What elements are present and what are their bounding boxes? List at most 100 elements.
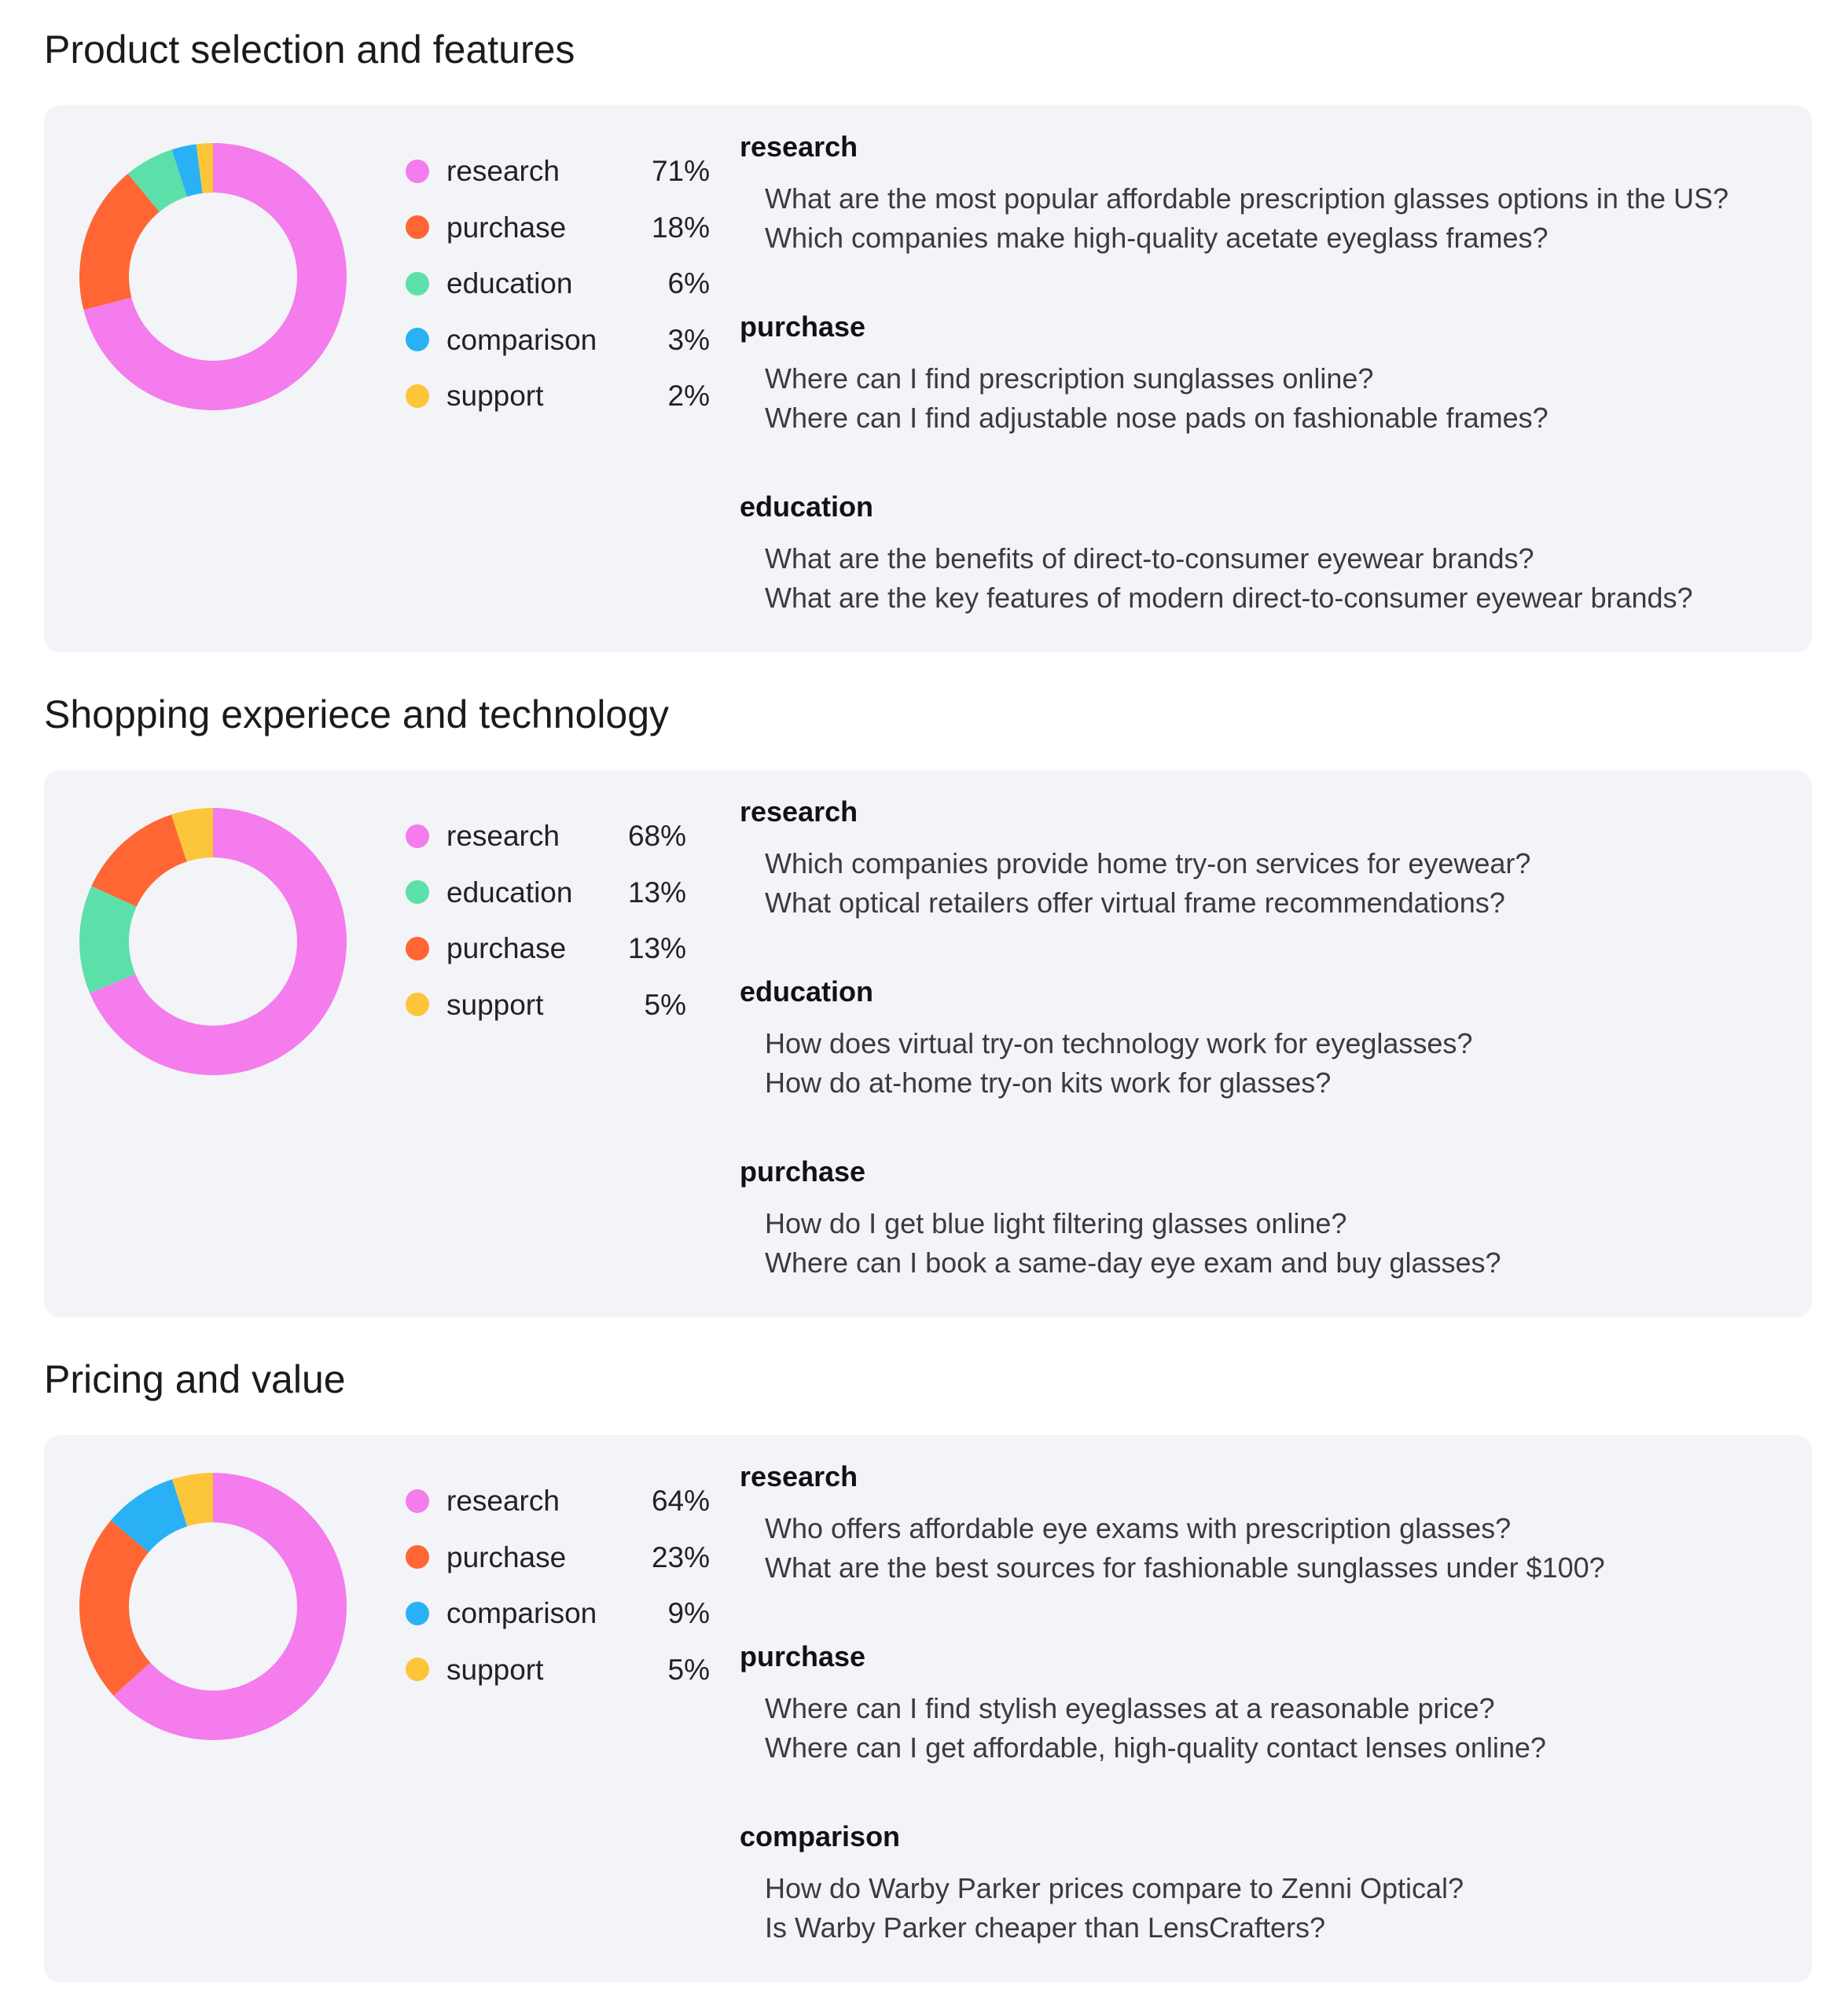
legend-dot-icon: [406, 159, 429, 183]
question-item[interactable]: What optical retailers offer virtual fra…: [765, 887, 1505, 919]
legend-label: purchase: [446, 211, 567, 244]
question-item[interactable]: How does virtual try-on technology work …: [765, 1027, 1473, 1059]
chart-legend: research 71% purchase 18% education 6% compari…: [390, 143, 710, 424]
legend-item-support: support 5%: [390, 977, 686, 1034]
group-title: education: [740, 975, 874, 1008]
donut-chart: [79, 143, 347, 410]
legend-percentage: 9%: [667, 1597, 710, 1629]
question-item[interactable]: Who offers affordable eye exams with pre…: [765, 1512, 1512, 1544]
legend-label: comparison: [446, 323, 597, 356]
legend-label: purchase: [446, 932, 567, 964]
legend-label: research: [446, 155, 560, 187]
donut-slice-comparison[interactable]: [110, 1479, 188, 1553]
legend-label: support: [446, 988, 544, 1021]
legend-item-education: education 13%: [390, 865, 686, 921]
question-item[interactable]: What are the key features of modern dire…: [765, 582, 1693, 614]
legend-label: comparison: [446, 1597, 597, 1629]
donut-chart: [79, 1473, 347, 1740]
legend-percentage: 13%: [627, 932, 686, 964]
question-item[interactable]: Where can I find stylish eyeglasses at a…: [765, 1692, 1495, 1724]
donut-slice-purchase[interactable]: [91, 814, 187, 907]
group-title: purchase: [740, 1640, 866, 1672]
legend-label: support: [446, 1653, 544, 1686]
group-title: education: [740, 490, 874, 523]
question-item[interactable]: Which companies provide home try-on serv…: [765, 847, 1531, 879]
group-title: research: [740, 795, 858, 828]
section-title: Shopping experiece and technology: [44, 692, 670, 736]
question-item[interactable]: Where can I find adjustable nose pads on…: [765, 402, 1549, 434]
question-group-education: education How does virtual try-on technol…: [740, 972, 1793, 1152]
legend-item-comparison: comparison 3%: [390, 312, 710, 369]
legend-percentage: 71%: [651, 155, 710, 187]
legend-label: education: [446, 876, 573, 909]
question-item[interactable]: What are the benefits of direct-to-consu…: [765, 542, 1534, 575]
donut-slice-purchase[interactable]: [79, 1520, 151, 1696]
question-item[interactable]: Where can I find prescription sunglasses…: [765, 362, 1374, 395]
section-2: Pricing and value research 64% purchase 23% c…: [0, 1330, 1848, 1990]
legend-item-education: education 6%: [390, 255, 710, 312]
legend-item-research: research 71%: [390, 143, 710, 200]
legend-dot-icon: [406, 328, 429, 352]
donut-slice-research[interactable]: [90, 808, 347, 1075]
question-item[interactable]: Is Warby Parker cheaper than LensCrafter…: [765, 1911, 1325, 1944]
section-title: Product selection and features: [44, 28, 575, 72]
donut-chart: [79, 808, 347, 1075]
question-groups: research Who offers affordable eye exams …: [740, 1457, 1793, 1997]
section-1: Shopping experiece and technology researc…: [0, 665, 1848, 1325]
donut-slice-support[interactable]: [171, 1473, 213, 1527]
legend-dot-icon: [406, 1489, 429, 1513]
legend-dot-icon: [406, 215, 429, 240]
donut-slice-comparison[interactable]: [171, 144, 203, 197]
group-title: purchase: [740, 310, 866, 343]
legend-percentage: 64%: [651, 1485, 710, 1517]
legend-item-comparison: comparison 9%: [390, 1585, 710, 1642]
legend-dot-icon: [406, 384, 429, 408]
donut-slice-research[interactable]: [83, 143, 347, 410]
question-item[interactable]: What are the best sources for fashionabl…: [765, 1551, 1605, 1584]
question-group-comparison: comparison How do Warby Parker prices com…: [740, 1817, 1793, 1997]
legend-dot-icon: [406, 1545, 429, 1570]
question-group-purchase: purchase How do I get blue light filterin…: [740, 1152, 1793, 1332]
legend-label: research: [446, 1485, 560, 1517]
group-title: purchase: [740, 1155, 866, 1188]
question-item[interactable]: How do Warby Parker prices compare to Ze…: [765, 1872, 1464, 1904]
question-item[interactable]: How do at-home try-on kits work for glas…: [765, 1067, 1332, 1099]
question-group-purchase: purchase Where can I find prescription su…: [740, 307, 1793, 487]
legend-label: purchase: [446, 1540, 567, 1573]
legend-percentage: 18%: [651, 211, 710, 244]
donut-slice-support[interactable]: [196, 143, 213, 193]
donut-slice-research[interactable]: [113, 1473, 347, 1740]
chart-legend: research 64% purchase 23% comparison 9% suppor…: [390, 1473, 710, 1698]
legend-label: education: [446, 267, 573, 299]
legend-dot-icon: [406, 993, 429, 1017]
question-item[interactable]: Which companies make high-quality acetat…: [765, 222, 1549, 254]
legend-item-purchase: purchase 18%: [390, 200, 710, 256]
donut-slice-education[interactable]: [79, 886, 137, 993]
donut-slice-education[interactable]: [127, 149, 187, 212]
legend-item-support: support 2%: [390, 368, 710, 424]
legend-label: research: [446, 820, 560, 852]
question-item[interactable]: Where can I book a same-day eye exam and…: [765, 1246, 1501, 1279]
section-card: research 64% purchase 23% comparison 9% suppor…: [44, 1435, 1812, 1982]
question-item[interactable]: How do I get blue light filtering glasse…: [765, 1207, 1347, 1239]
legend-dot-icon: [406, 936, 429, 960]
group-title: comparison: [740, 1820, 901, 1852]
legend-percentage: 68%: [627, 820, 686, 852]
legend-percentage: 13%: [627, 876, 686, 909]
question-item[interactable]: What are the most popular affordable pre…: [765, 182, 1729, 215]
legend-item-support: support 5%: [390, 1642, 710, 1698]
group-title: research: [740, 130, 858, 163]
question-groups: research Which companies provide home try…: [740, 792, 1793, 1332]
chart-legend: research 68% education 13% purchase 13% suppor…: [390, 808, 686, 1033]
section-0: Product selection and features research 71…: [0, 0, 1848, 660]
group-title: research: [740, 1460, 858, 1492]
donut-slice-purchase[interactable]: [79, 174, 160, 310]
question-group-research: research Who offers affordable eye exams …: [740, 1457, 1793, 1637]
legend-percentage: 2%: [667, 380, 710, 412]
question-item[interactable]: Where can I get affordable, high-quality…: [765, 1731, 1546, 1764]
donut-slice-support[interactable]: [171, 808, 213, 862]
question-group-purchase: purchase Where can I find stylish eyeglas…: [740, 1637, 1793, 1817]
legend-label: support: [446, 380, 544, 412]
question-group-research: research What are the most popular afford…: [740, 127, 1793, 307]
